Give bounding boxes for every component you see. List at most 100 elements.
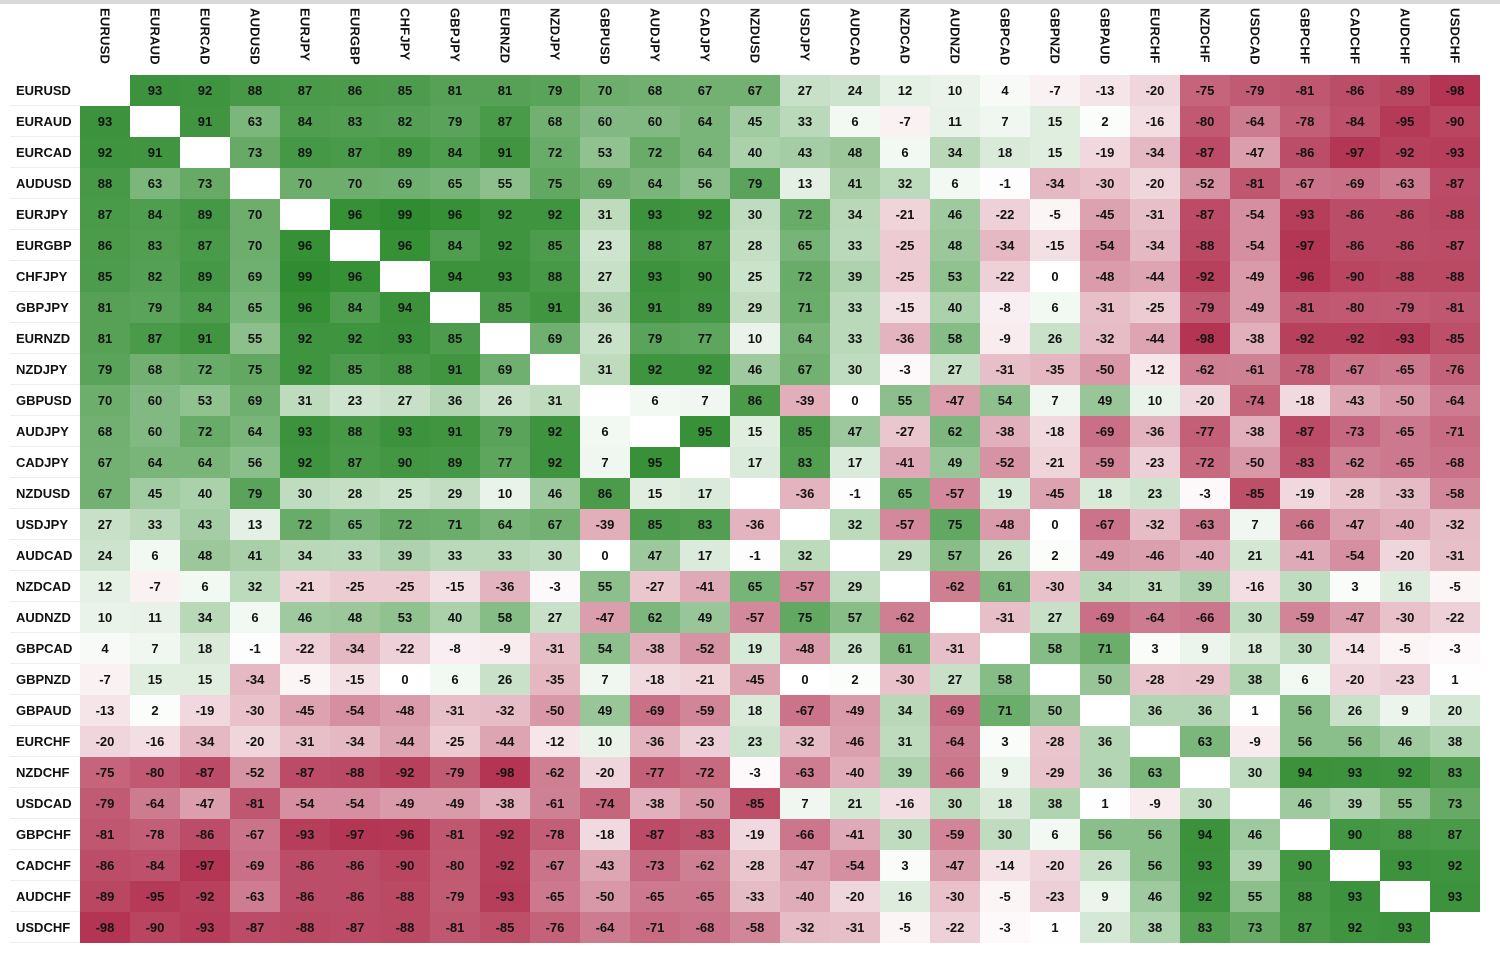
heatmap-cell: 93 [630,261,680,292]
heatmap-cell: -80 [430,850,480,881]
heatmap-cell: -62 [1330,447,1380,478]
heatmap-cell: 65 [780,230,830,261]
heatmap-cell: -86 [1330,199,1380,230]
heatmap-cell: -31 [430,695,480,726]
heatmap-cell: -50 [580,881,630,912]
heatmap-cell: 29 [730,292,780,323]
heatmap-cell: 96 [280,292,330,323]
heatmap-cell: 85 [530,230,580,261]
heatmap-cell: -46 [830,726,880,757]
heatmap-cell: -38 [980,416,1030,447]
heatmap-cell: 90 [1280,850,1330,881]
heatmap-cell: 27 [580,261,630,292]
heatmap-cell: 54 [980,385,1030,416]
heatmap-cell: -87 [1430,168,1480,199]
heatmap-cell: -5 [1430,571,1480,602]
heatmap-cell: 57 [830,602,880,633]
heatmap-cell: -49 [1230,292,1280,323]
heatmap-cell: -73 [1330,416,1380,447]
heatmap-cell: -78 [1280,354,1330,385]
heatmap-cell: 16 [1380,571,1430,602]
heatmap-cell: 71 [980,695,1030,726]
heatmap-cell: -90 [1430,106,1480,137]
heatmap-cell: 26 [980,540,1030,571]
heatmap-cell: -87 [1430,230,1480,261]
heatmap-cell: -95 [1380,106,1430,137]
heatmap-cell: -69 [630,695,680,726]
column-header-label: NZDJPY [547,8,563,61]
heatmap-cell: -13 [1080,75,1130,106]
heatmap-cell: 28 [330,478,380,509]
heatmap-cell: 82 [130,261,180,292]
heatmap-cell [1380,881,1430,912]
heatmap-cell: -38 [480,788,530,819]
column-header-label: EURJPY [297,8,313,62]
heatmap-cell: 2 [1030,540,1080,571]
heatmap-cell: 26 [480,664,530,695]
heatmap-cell: -62 [880,602,930,633]
heatmap-cell: 87 [330,447,380,478]
heatmap-cell: 4 [980,75,1030,106]
heatmap-cell: -57 [930,478,980,509]
heatmap-cell: -48 [380,695,430,726]
heatmap-cell: 30 [1280,633,1330,664]
heatmap-cell: 88 [530,261,580,292]
heatmap-cell: 31 [580,354,630,385]
heatmap-cell: 73 [180,168,230,199]
heatmap-cell: 7 [1230,509,1280,540]
heatmap-cell: 71 [430,509,480,540]
heatmap-cell: -66 [1180,602,1230,633]
heatmap-cell: -48 [1080,261,1130,292]
heatmap-cell: 92 [80,137,130,168]
heatmap-cell: 81 [80,292,130,323]
heatmap-cell: -18 [580,819,630,850]
heatmap-cell: -90 [1330,261,1380,292]
heatmap-cell: -18 [1030,416,1080,447]
column-header: EURJPY [280,8,330,72]
heatmap-cell: 68 [80,416,130,447]
heatmap-cell: -16 [880,788,930,819]
column-header: NZDJPY [530,8,580,72]
heatmap-cell: 26 [1030,323,1080,354]
heatmap-cell: 26 [830,633,880,664]
heatmap-cell: -31 [980,354,1030,385]
heatmap-cell: 68 [530,106,580,137]
row-header: CADCHF [10,850,80,881]
heatmap-cell [130,106,180,137]
heatmap-cell: -44 [480,726,530,757]
heatmap-cell: 84 [280,106,330,137]
heatmap-cell: 27 [380,385,430,416]
heatmap-cell: -33 [1380,478,1430,509]
column-header-label: EURGBP [347,8,363,65]
heatmap-cell: 7 [1030,385,1080,416]
heatmap-cell: 31 [530,385,580,416]
heatmap-cell: 23 [730,726,780,757]
heatmap-cell: 23 [330,385,380,416]
heatmap-cell: -9 [480,633,530,664]
heatmap-cell: -98 [1180,323,1230,354]
heatmap-cell: -15 [880,292,930,323]
heatmap-cell: -85 [730,788,780,819]
heatmap-cell: -40 [1380,509,1430,540]
heatmap-cell: 31 [580,199,630,230]
heatmap-cell: 39 [1330,788,1380,819]
heatmap-cell: 32 [230,571,280,602]
heatmap-cell: 81 [80,323,130,354]
heatmap-cell [80,75,130,106]
heatmap-cell: 53 [580,137,630,168]
heatmap-cell: 72 [630,137,680,168]
heatmap-cell: 10 [730,323,780,354]
heatmap-cell: -20 [230,726,280,757]
heatmap-cell: 85 [630,509,680,540]
heatmap-cell: 69 [380,168,430,199]
heatmap-cell: -14 [980,850,1030,881]
heatmap-cell: -67 [780,695,830,726]
heatmap-cell: 88 [380,354,430,385]
heatmap-cell: -23 [1380,664,1430,695]
heatmap-cell: 46 [730,354,780,385]
heatmap-cell: -93 [280,819,330,850]
heatmap-cell: -93 [180,912,230,943]
heatmap-cell: -47 [1330,602,1380,633]
heatmap-cell: -39 [780,385,830,416]
heatmap-cell: 56 [1080,819,1130,850]
